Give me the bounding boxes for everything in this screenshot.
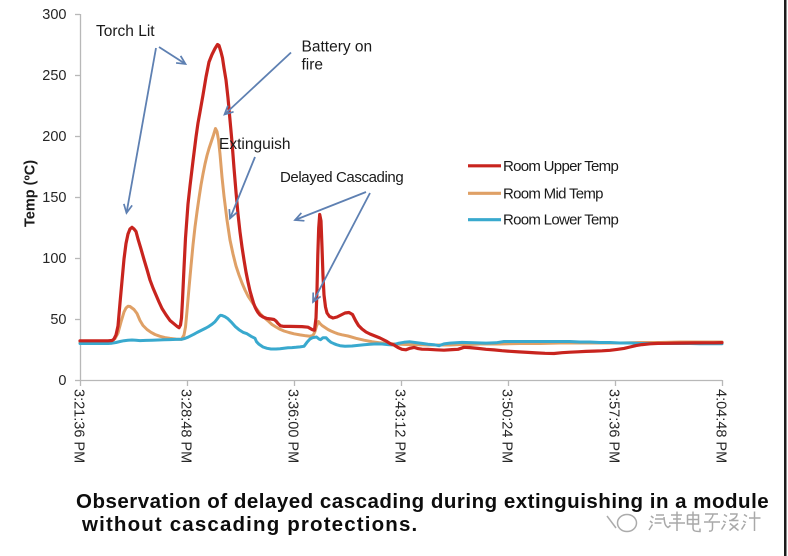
svg-text:4:04:48 PM: 4:04:48 PM — [713, 389, 729, 463]
svg-text:3:43:12 PM: 3:43:12 PM — [392, 389, 408, 463]
svg-text:Extinguish: Extinguish — [219, 136, 291, 153]
svg-text:100: 100 — [42, 251, 66, 267]
svg-text:250: 250 — [42, 68, 66, 84]
svg-text:3:36:00 PM: 3:36:00 PM — [285, 389, 301, 463]
svg-text:Torch Lit: Torch Lit — [96, 23, 155, 40]
svg-text:3:50:24 PM: 3:50:24 PM — [499, 389, 515, 463]
svg-text:Delayed Cascading: Delayed Cascading — [280, 169, 403, 186]
svg-text:fire: fire — [302, 57, 324, 74]
svg-text:without cascading protections.: without cascading protections. — [81, 513, 418, 536]
svg-text:Observation of delayed cascadi: Observation of delayed cascading during … — [76, 490, 769, 513]
svg-text:Temp (ºC): Temp (ºC) — [23, 160, 39, 227]
svg-text:300: 300 — [42, 7, 66, 23]
svg-text:Room Lower Temp: Room Lower Temp — [503, 212, 618, 229]
svg-text:0: 0 — [58, 373, 66, 389]
svg-text:3:57:36 PM: 3:57:36 PM — [606, 389, 622, 463]
svg-text:Room Mid Temp: Room Mid Temp — [503, 185, 603, 202]
svg-text:3:21:36 PM: 3:21:36 PM — [71, 389, 87, 463]
svg-text:Battery on: Battery on — [302, 39, 373, 56]
svg-text:200: 200 — [42, 129, 66, 145]
svg-text:50: 50 — [50, 312, 66, 328]
svg-text:Room Upper Temp: Room Upper Temp — [503, 158, 618, 175]
svg-text:3:28:48 PM: 3:28:48 PM — [178, 389, 194, 463]
svg-text:150: 150 — [42, 190, 66, 206]
